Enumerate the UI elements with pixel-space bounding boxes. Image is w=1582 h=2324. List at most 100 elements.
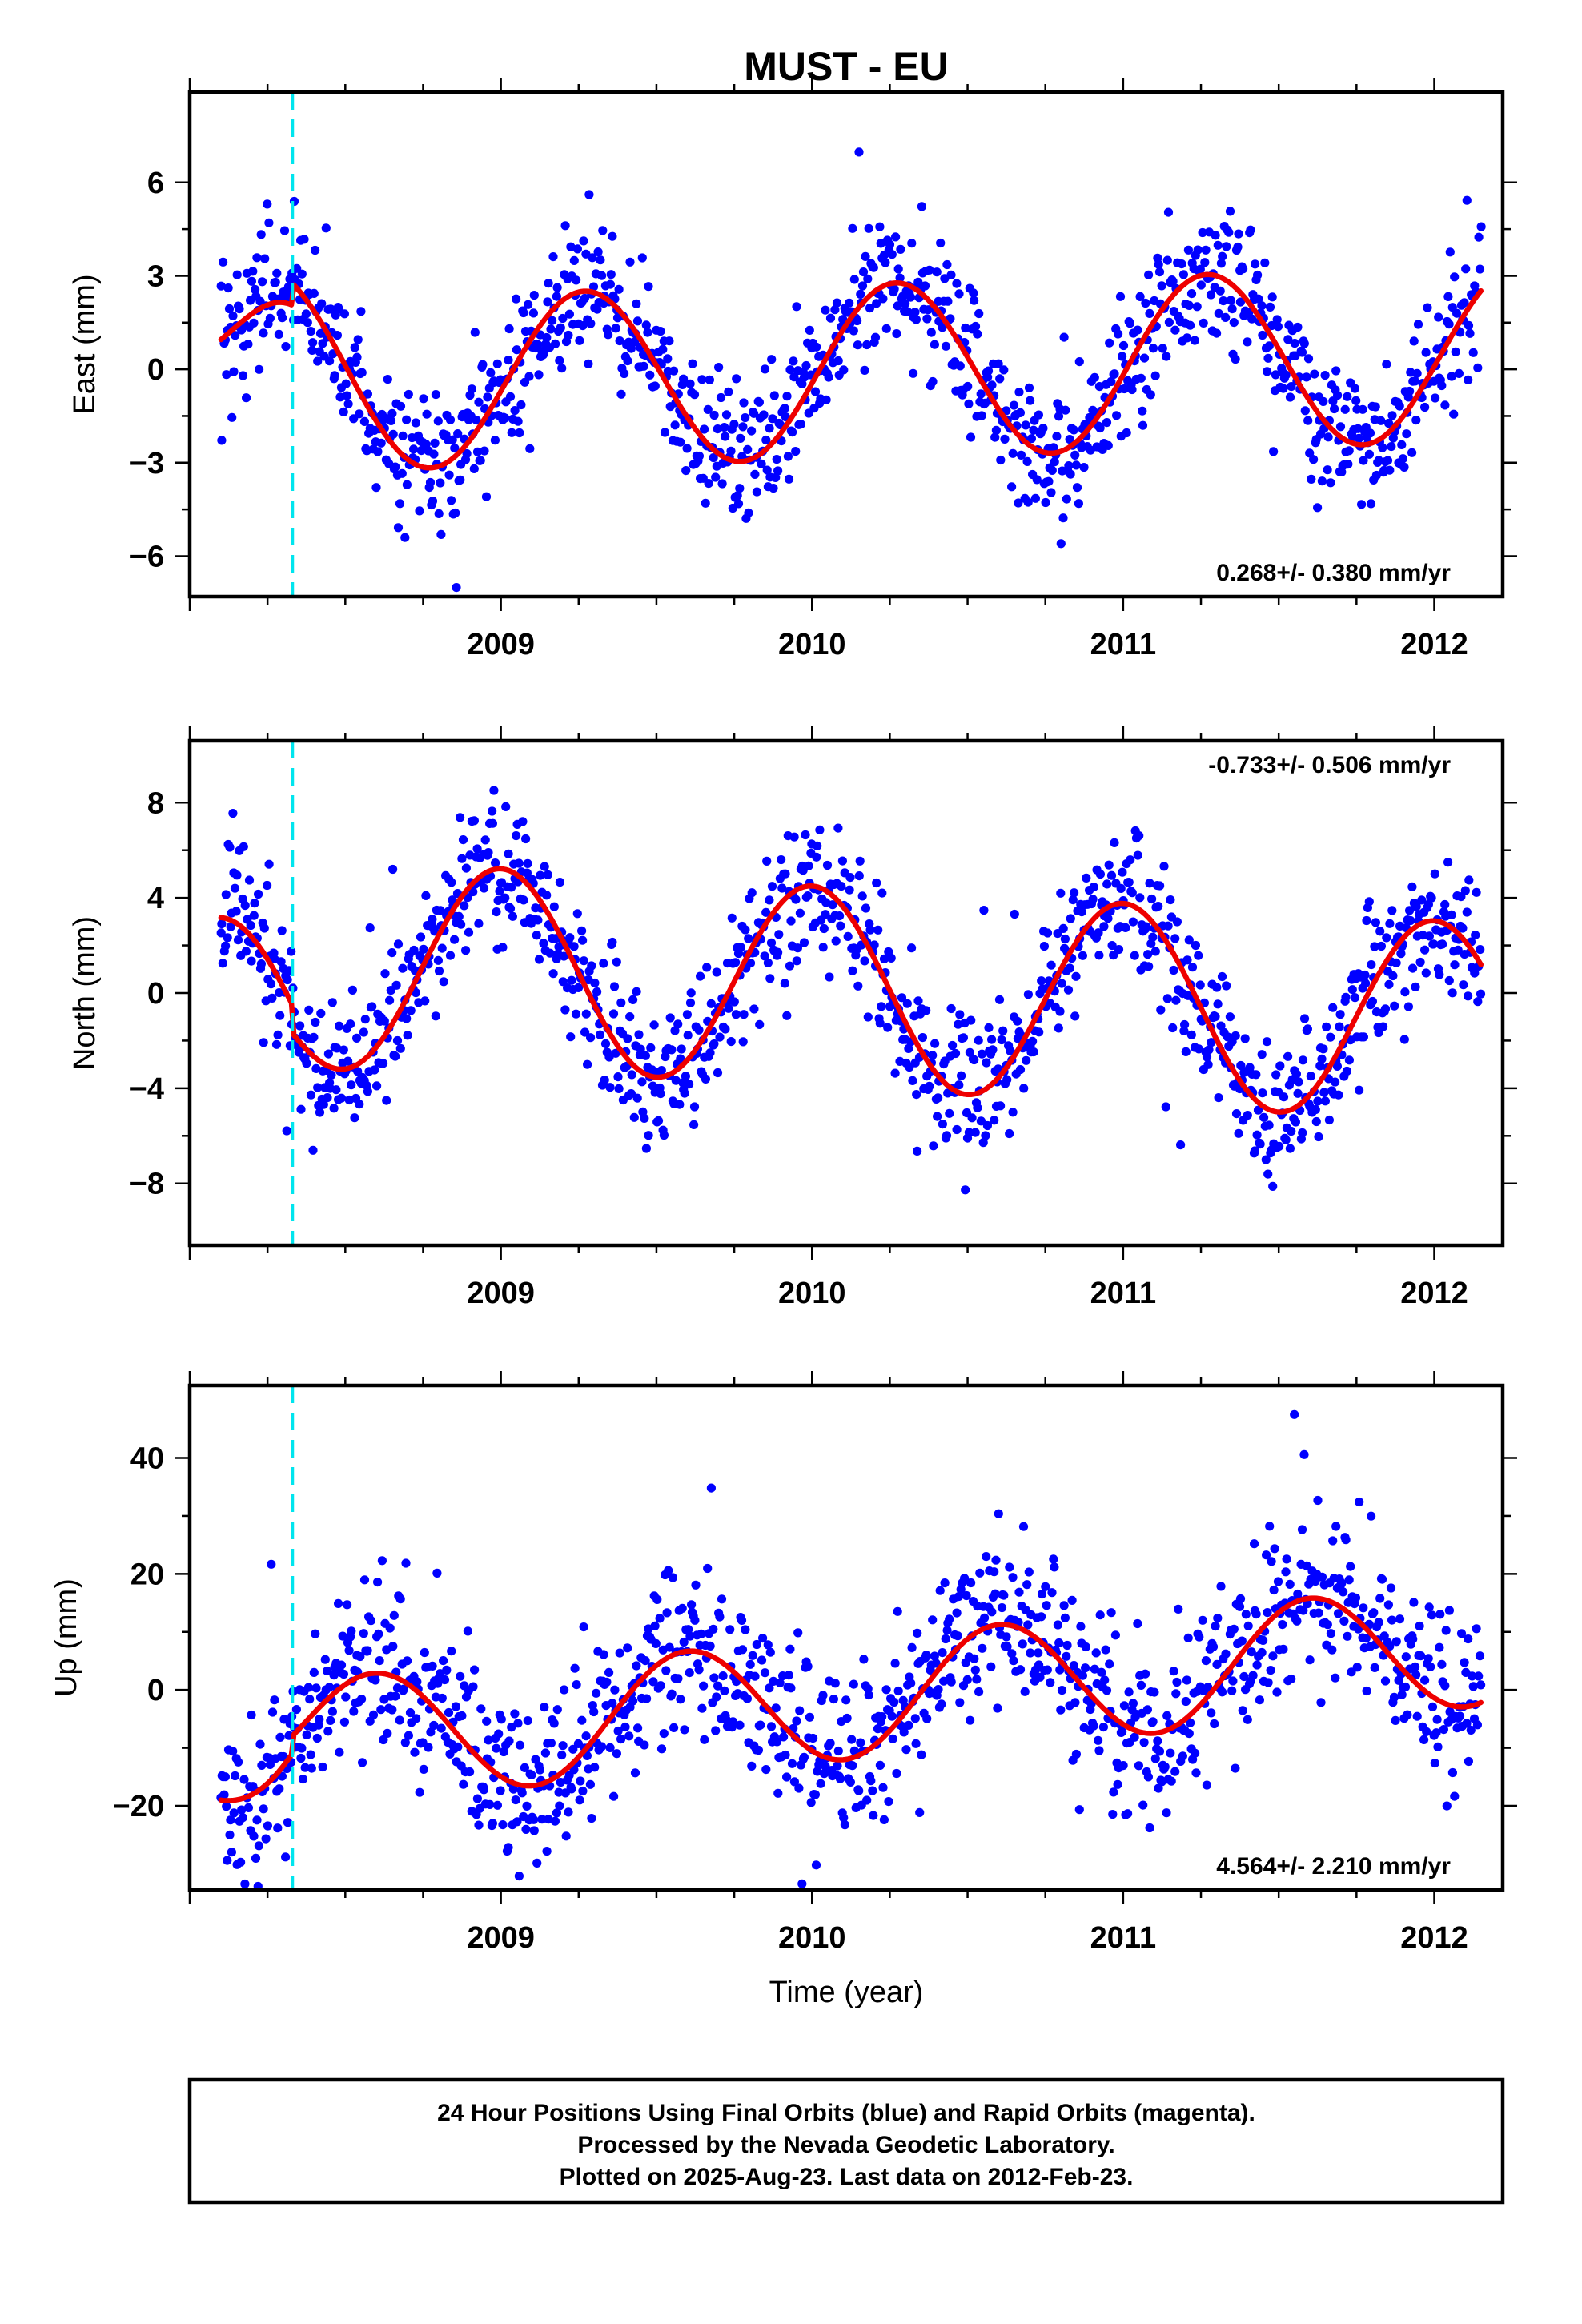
east-point bbox=[534, 370, 544, 380]
up-point bbox=[1034, 1648, 1043, 1658]
up-point bbox=[1424, 1602, 1434, 1612]
north-point bbox=[1002, 1075, 1012, 1084]
east-point bbox=[905, 292, 916, 302]
east-point bbox=[398, 431, 408, 441]
north-point bbox=[1057, 979, 1066, 988]
east-point bbox=[1119, 384, 1129, 394]
north-point bbox=[1191, 940, 1200, 951]
east-point bbox=[821, 305, 830, 315]
north-point bbox=[712, 967, 721, 977]
up-point bbox=[341, 1692, 351, 1702]
north-point bbox=[311, 1063, 321, 1073]
up-point bbox=[437, 1693, 447, 1703]
up-point bbox=[550, 1816, 560, 1826]
north-point bbox=[863, 1012, 873, 1022]
east-point bbox=[1378, 443, 1387, 452]
up-point bbox=[523, 1716, 532, 1726]
up-point bbox=[1422, 1727, 1431, 1736]
east-point bbox=[1009, 400, 1019, 410]
north-point bbox=[275, 1011, 285, 1020]
east-point bbox=[925, 265, 934, 275]
east-point bbox=[556, 323, 565, 332]
up-point bbox=[1018, 1639, 1027, 1649]
up-point bbox=[228, 1747, 238, 1756]
north-point bbox=[256, 959, 266, 969]
east-point bbox=[470, 328, 480, 337]
up-point bbox=[554, 1787, 564, 1797]
east-point bbox=[669, 366, 679, 376]
up-point bbox=[669, 1723, 679, 1732]
east-point bbox=[1030, 493, 1040, 503]
north-point bbox=[592, 987, 602, 997]
east-point bbox=[447, 496, 456, 505]
north-point bbox=[1094, 951, 1104, 960]
east-point bbox=[451, 508, 460, 518]
up-point bbox=[1098, 1723, 1108, 1732]
up-point bbox=[453, 1742, 463, 1751]
north-point bbox=[1447, 988, 1457, 998]
north-point bbox=[656, 1089, 665, 1099]
up-point bbox=[488, 1819, 498, 1828]
north-point bbox=[218, 959, 227, 968]
up-point bbox=[1143, 1772, 1153, 1782]
up-point bbox=[1123, 1809, 1133, 1819]
north-point bbox=[1161, 1102, 1170, 1112]
east-point bbox=[773, 466, 783, 476]
north-point bbox=[498, 943, 508, 952]
up-point bbox=[1420, 1675, 1430, 1685]
east-point bbox=[784, 474, 794, 484]
east-point bbox=[1423, 303, 1432, 312]
north-point bbox=[233, 935, 243, 945]
up-point bbox=[579, 1622, 588, 1632]
up-point bbox=[1008, 1573, 1018, 1582]
up-point bbox=[803, 1662, 813, 1671]
up-point bbox=[283, 1818, 293, 1827]
east-point bbox=[760, 364, 770, 374]
north-point bbox=[379, 1059, 388, 1068]
up-point bbox=[1049, 1554, 1058, 1564]
east-point bbox=[1233, 242, 1243, 252]
east-point bbox=[1186, 320, 1195, 330]
up-point bbox=[306, 1750, 315, 1759]
up-point bbox=[913, 1628, 922, 1638]
east-point bbox=[450, 444, 460, 453]
north-point bbox=[1283, 1051, 1293, 1061]
north-point bbox=[854, 871, 864, 881]
up-x-tick-label: 2010 bbox=[778, 1921, 846, 1955]
up-point bbox=[542, 1847, 552, 1856]
up-y-axis-label: Up (mm) bbox=[50, 1578, 83, 1697]
up-point bbox=[960, 1574, 970, 1583]
up-point bbox=[1263, 1678, 1273, 1687]
east-point bbox=[227, 412, 237, 422]
up-point bbox=[1208, 1642, 1219, 1651]
east-point bbox=[555, 356, 564, 365]
north-point bbox=[954, 1080, 964, 1090]
north-point bbox=[1176, 1140, 1186, 1150]
east-point bbox=[1198, 227, 1207, 238]
north-point bbox=[1194, 951, 1203, 960]
north-point bbox=[217, 919, 227, 929]
up-point bbox=[444, 1707, 454, 1718]
north-point bbox=[1319, 1044, 1328, 1054]
up-point bbox=[1441, 1626, 1451, 1635]
east-point bbox=[353, 335, 363, 344]
up-point bbox=[650, 1621, 660, 1630]
up-point bbox=[223, 1856, 232, 1865]
east-point bbox=[444, 470, 454, 480]
up-point bbox=[226, 1815, 235, 1825]
north-point bbox=[1126, 855, 1135, 865]
north-point bbox=[244, 875, 255, 885]
up-point bbox=[1313, 1495, 1323, 1506]
north-point bbox=[1060, 934, 1070, 944]
east-point bbox=[769, 391, 779, 400]
north-point bbox=[977, 1049, 987, 1059]
north-point bbox=[1127, 888, 1137, 898]
up-point bbox=[499, 1747, 508, 1757]
up-point bbox=[415, 1787, 424, 1797]
east-point bbox=[402, 480, 412, 489]
east-point bbox=[1023, 497, 1033, 507]
east-point bbox=[376, 438, 386, 448]
east-point bbox=[805, 325, 814, 335]
up-point bbox=[404, 1731, 413, 1740]
